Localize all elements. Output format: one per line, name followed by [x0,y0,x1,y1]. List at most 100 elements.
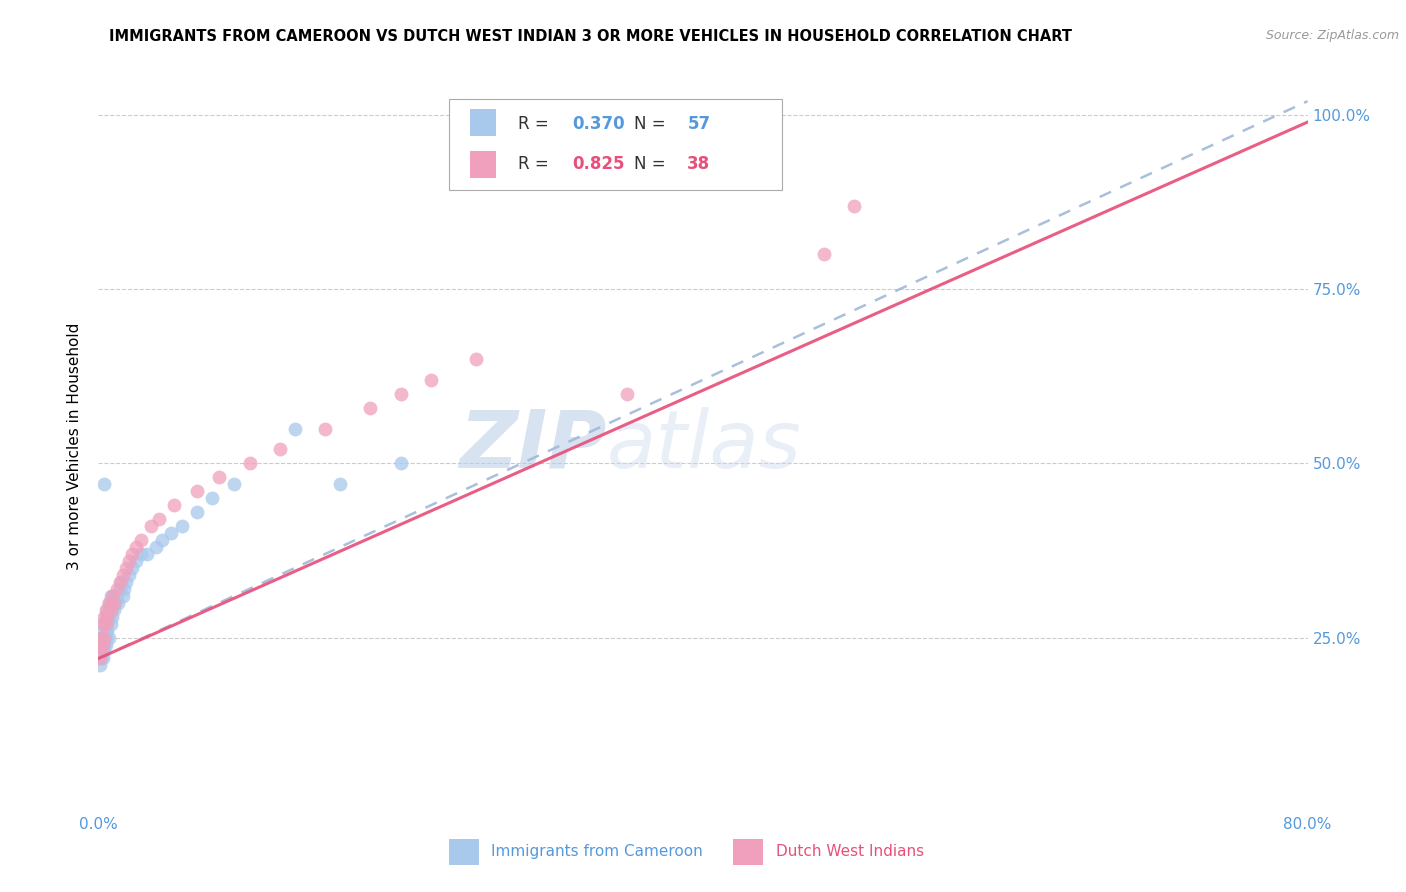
Point [90,631,112,645]
Point [163,498,186,512]
Point [100,603,122,617]
Text: N =: N = [634,115,671,133]
Point [105,589,128,603]
Point [111,589,134,603]
Point [101,596,124,610]
Point [89,658,111,673]
Point [208,470,231,484]
Point [150,533,173,547]
Point [91,644,114,658]
Point [314,421,336,435]
Point [96,603,118,617]
Point [145,540,167,554]
Point [104,596,127,610]
Text: N =: N = [634,155,671,173]
Point [284,421,307,435]
Point [105,582,128,596]
Point [121,561,143,575]
Point [129,533,152,547]
Point [90,651,112,665]
Point [98,596,121,610]
Point [224,477,246,491]
Point [420,373,443,387]
Point [91,651,114,665]
Point [96,624,118,638]
Point [93,638,115,652]
Point [103,589,125,603]
Point [101,609,124,624]
Point [90,638,112,652]
Point [93,644,115,658]
Point [114,561,136,575]
Point [98,631,121,645]
Y-axis label: 3 or more Vehicles in Household: 3 or more Vehicles in Household [67,322,83,570]
Point [91,638,114,652]
FancyBboxPatch shape [449,99,782,190]
Point [94,624,117,638]
Point [91,616,114,631]
Point [94,603,117,617]
Text: 38: 38 [688,155,710,173]
Point [125,540,148,554]
Text: Dutch West Indians: Dutch West Indians [776,845,924,860]
Point [160,526,183,541]
Point [813,247,835,261]
Point [111,567,134,582]
Text: 0.370: 0.370 [572,115,626,133]
Point [125,554,148,568]
Point [465,351,488,366]
Point [100,616,122,631]
Point [844,199,866,213]
Point [360,401,382,415]
Point [91,638,114,652]
Point [96,609,118,624]
Point [112,582,135,596]
Point [101,589,124,603]
Point [94,609,117,624]
Point [114,574,136,589]
Point [89,638,111,652]
Point [121,547,143,561]
Point [100,589,122,603]
Point [118,567,141,582]
Point [118,554,141,568]
Bar [470,109,496,136]
Bar [734,838,763,865]
Point [186,484,208,499]
Bar [470,151,496,178]
Text: 57: 57 [688,115,710,133]
Point [141,519,163,533]
Point [108,574,131,589]
Point [89,644,111,658]
Point [98,596,121,610]
Point [616,386,638,401]
Text: atlas: atlas [606,407,801,485]
Point [100,603,122,617]
Point [94,631,117,645]
Point [107,596,129,610]
Text: 0.825: 0.825 [572,155,624,173]
Text: Source: ZipAtlas.com: Source: ZipAtlas.com [1265,29,1399,42]
Point [91,631,114,645]
Point [148,512,170,526]
Point [93,631,115,645]
Point [98,609,121,624]
Text: ZIP: ZIP [458,407,606,485]
Point [389,457,412,471]
Point [93,609,115,624]
Point [329,477,352,491]
Point [96,616,118,631]
Point [93,616,115,631]
Point [239,457,262,471]
Point [129,547,152,561]
Text: R =: R = [517,155,554,173]
Point [170,519,193,533]
Point [201,491,224,506]
Point [91,624,114,638]
Point [103,596,125,610]
Point [90,644,112,658]
Point [90,644,112,658]
Point [89,651,111,665]
Point [186,505,208,519]
Text: R =: R = [517,115,554,133]
